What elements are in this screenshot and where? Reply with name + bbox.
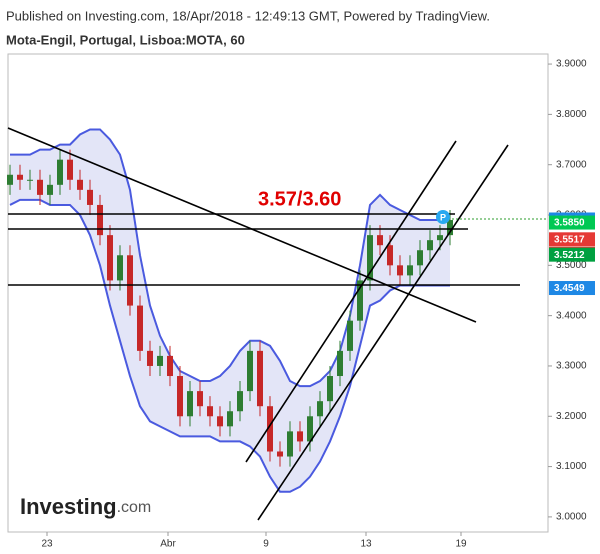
band-lower	[9, 198, 450, 493]
drawings	[7, 127, 520, 521]
candle-body	[77, 179, 83, 190]
symbol-title: Mota-Engil, Portugal, Lisboa:MOTA, 60	[6, 32, 245, 47]
y-tick-label: 3.2000	[556, 411, 587, 422]
logo-brand: Investing.com	[20, 494, 151, 519]
y-tick-label: 3.5000	[556, 260, 587, 271]
y-tick-label: 3.1000	[556, 461, 587, 472]
candle-body	[277, 451, 283, 457]
price-label-bg	[549, 247, 595, 262]
candle-body	[247, 350, 253, 392]
candle-body	[437, 235, 443, 241]
candle-body	[407, 265, 413, 276]
candle-body	[377, 235, 383, 246]
price-label: 3.5850	[554, 218, 585, 229]
price-label: 3.5212	[554, 250, 585, 261]
candle-body	[107, 235, 113, 281]
x-tick-label: 13	[360, 539, 372, 550]
y-tick-label: 3.4000	[556, 310, 587, 321]
candle-body	[167, 355, 173, 377]
candle-body	[147, 350, 153, 366]
candle-body	[217, 416, 223, 427]
candle-body	[307, 416, 313, 442]
candle-body	[327, 376, 333, 402]
candle-body	[317, 401, 323, 417]
y-tick-label: 3.7000	[556, 159, 587, 170]
plot-frame	[7, 53, 549, 533]
candle-body	[37, 179, 43, 195]
candle-body	[197, 391, 203, 407]
candle-body	[337, 350, 343, 377]
candle-body	[27, 179, 33, 181]
band-upper	[10, 128, 451, 388]
candle-body	[137, 305, 143, 351]
candle-body	[447, 220, 453, 236]
candle-body	[237, 391, 243, 412]
price-label: 3.5517	[554, 234, 585, 245]
candle-body	[267, 406, 273, 452]
y-tick-label: 3.0000	[556, 512, 587, 523]
candle-body	[347, 320, 353, 351]
candle-body	[187, 391, 193, 417]
candle-body	[287, 431, 293, 457]
plot-area	[7, 128, 453, 493]
y-tick-label: 3.8000	[556, 109, 587, 120]
logo-suffix: .com	[117, 499, 152, 516]
candle-body	[397, 265, 403, 276]
band-fill	[10, 129, 450, 492]
candle-body	[177, 376, 183, 417]
trend-line	[7, 127, 477, 323]
candle-body	[387, 245, 393, 266]
candle-body	[297, 431, 303, 442]
candle-body	[227, 411, 233, 427]
price-label-bg	[549, 232, 595, 247]
candle-body	[257, 350, 263, 407]
marker-badge	[436, 210, 450, 224]
y-tick-label: 3.9000	[556, 59, 587, 70]
candle-body	[207, 406, 213, 417]
logo-brand-text: Investing	[20, 494, 117, 519]
candle-body	[127, 255, 133, 306]
candle-body	[57, 159, 63, 185]
x-tick-label: 19	[455, 539, 467, 550]
price-label-bg	[549, 215, 595, 230]
candle-body	[157, 355, 163, 366]
candle-body	[417, 250, 423, 266]
annotation: 3.57/3.60	[258, 188, 341, 210]
candle-body	[357, 280, 363, 321]
trend-line	[245, 140, 457, 463]
candle-body	[97, 204, 103, 236]
candle-body	[17, 174, 23, 180]
x-tick-label: Abr	[160, 539, 176, 550]
candle-body	[67, 159, 73, 180]
marker-text: P	[440, 212, 446, 222]
published-line: Published on Investing.com, 18/Apr/2018 …	[6, 8, 490, 23]
trend-line	[257, 144, 509, 521]
candle-body	[47, 184, 53, 195]
candle-body	[367, 235, 373, 281]
y-tick-label: 3.3000	[556, 361, 587, 372]
x-tick-label: 23	[41, 539, 53, 550]
x-tick-label: 9	[263, 539, 269, 550]
price-label: 3.4549	[554, 283, 585, 294]
candle-body	[117, 255, 123, 281]
candle-body	[427, 240, 433, 251]
candle-body	[87, 189, 93, 205]
candle-body	[7, 174, 13, 185]
price-label-bg	[549, 281, 595, 296]
